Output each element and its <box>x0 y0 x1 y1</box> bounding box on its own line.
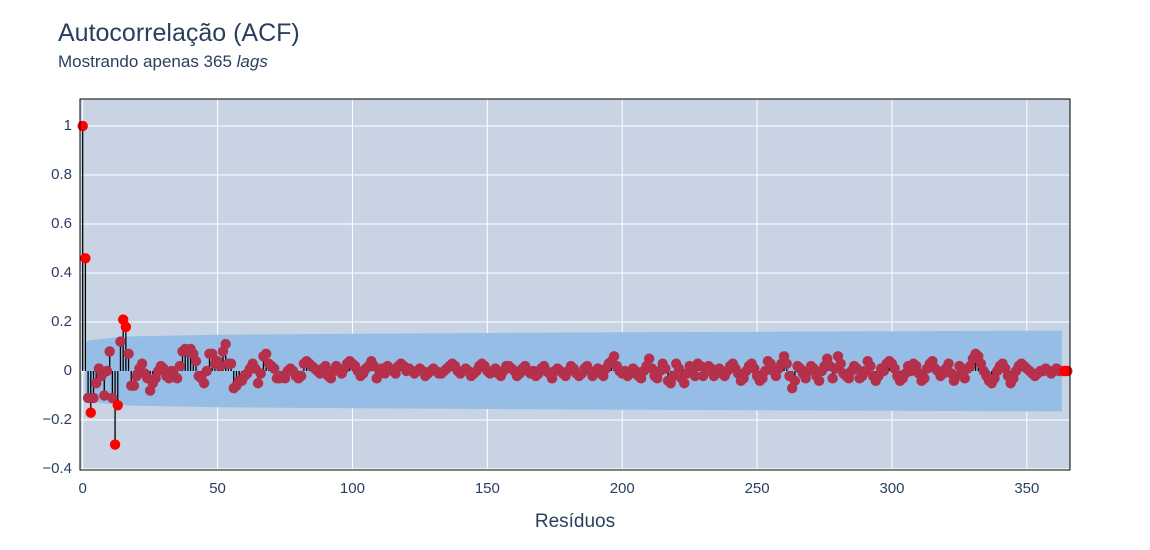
acf-point <box>206 348 218 360</box>
x-tick-label: 350 <box>1014 480 1039 497</box>
acf-point <box>269 363 280 374</box>
acf-point <box>255 368 266 379</box>
acf-point <box>85 407 96 418</box>
acf-point <box>220 338 231 350</box>
acf-point <box>109 439 121 450</box>
x-tick-label: 0 <box>79 480 87 497</box>
acf-point <box>252 378 264 389</box>
acf-point <box>320 360 331 372</box>
acf-point <box>1062 365 1073 377</box>
plot-frame <box>79 98 1071 471</box>
acf-point <box>107 392 118 404</box>
acf-point <box>90 378 102 389</box>
y-tick-label: −0.4 <box>42 460 72 477</box>
acf-point <box>128 380 140 391</box>
acf-point <box>112 400 123 411</box>
x-tick-label: 300 <box>879 480 904 497</box>
acf-point <box>673 363 685 374</box>
acf-point <box>813 375 825 387</box>
subtitle-text: Mostrando apenas 365 <box>58 52 232 71</box>
acf-point <box>759 365 771 377</box>
x-tick-label: 250 <box>745 480 770 497</box>
x-tick-label: 100 <box>340 480 365 497</box>
y-tick-label: −0.2 <box>42 411 72 428</box>
acf-point <box>190 355 202 367</box>
acf-point <box>668 370 679 382</box>
acf-point <box>260 348 272 360</box>
y-tick-label: 0.8 <box>51 166 72 183</box>
subtitle-emphasis: lags <box>237 52 269 71</box>
acf-point <box>679 378 690 389</box>
x-axis-label: Resíduos <box>535 511 615 532</box>
chart-title: Autocorrelação (ACF) <box>58 19 300 47</box>
acf-point <box>781 358 792 369</box>
y-tick-label: 0.6 <box>51 215 72 232</box>
acf-point <box>295 370 307 382</box>
acf-point <box>865 360 876 372</box>
acf-point <box>198 378 210 389</box>
acf-point <box>99 390 110 401</box>
acf-point <box>643 353 655 364</box>
acf-point <box>919 373 930 384</box>
acf-point <box>827 373 838 384</box>
acf-point <box>851 363 863 374</box>
acf-point <box>123 348 134 360</box>
acf-point <box>689 370 701 382</box>
acf-point <box>789 375 801 387</box>
acf-point <box>136 358 148 369</box>
y-tick-label: 1 <box>64 117 72 134</box>
plot-background <box>80 99 1070 470</box>
acf-point <box>171 373 183 384</box>
x-tick-label: 150 <box>475 480 500 497</box>
y-tick-label: 0.4 <box>51 264 72 281</box>
acf-point <box>959 373 970 384</box>
acf-point <box>201 365 212 377</box>
acf-point <box>943 358 954 369</box>
acf-point <box>101 365 113 377</box>
acf-point <box>88 392 99 404</box>
x-tick-label: 50 <box>209 480 226 497</box>
y-tick-label: 0.2 <box>51 313 72 330</box>
acf-point <box>835 358 846 369</box>
acf-point <box>80 253 91 264</box>
acf-point <box>660 363 671 374</box>
x-tick-label: 200 <box>610 480 635 497</box>
acf-point <box>104 346 115 357</box>
chart-subtitle: Mostrando apenas 365 lags <box>58 52 268 71</box>
y-tick-label: 0 <box>64 362 72 379</box>
acf-point <box>120 321 132 333</box>
acf-point <box>215 360 226 372</box>
acf-point <box>608 351 620 362</box>
acf-point <box>77 120 88 132</box>
acf-point <box>115 336 126 347</box>
acf-point <box>225 358 237 369</box>
acf-point <box>174 360 186 372</box>
